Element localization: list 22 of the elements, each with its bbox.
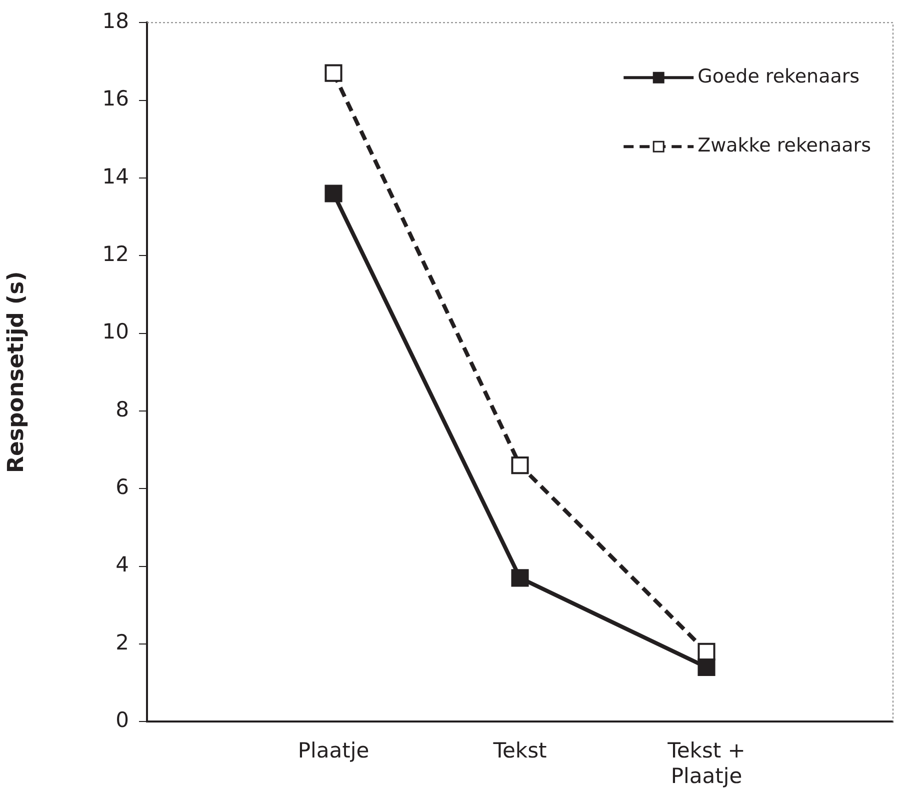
- x-tick-label: Plaatje: [298, 738, 370, 763]
- y-tick-label: 12: [102, 242, 129, 266]
- point: [511, 456, 529, 474]
- point: [511, 569, 529, 587]
- point: [698, 642, 716, 660]
- y-axis-title: Responsetijd (s): [4, 271, 29, 473]
- x-tick-label: Tekst: [492, 738, 547, 763]
- y-tick-label: 16: [102, 86, 129, 111]
- y-tick-label: 14: [102, 164, 129, 188]
- legend-label: Goede rekenaars: [698, 66, 860, 88]
- legend-label: Zwakke rekenaars: [698, 134, 872, 157]
- point: [698, 658, 716, 676]
- x-tick-label: Tekst + Plaatje: [666, 738, 746, 788]
- y-tick-label: 18: [102, 9, 129, 34]
- point: [324, 184, 342, 202]
- y-tick-label: 6: [116, 475, 129, 500]
- y-tick-label: 4: [116, 552, 129, 577]
- y-tick-label: 2: [116, 630, 129, 654]
- y-tick-label: 0: [116, 708, 129, 732]
- y-tick-label: 10: [102, 320, 129, 344]
- point: [324, 64, 342, 82]
- y-tick-label: 8: [116, 397, 129, 422]
